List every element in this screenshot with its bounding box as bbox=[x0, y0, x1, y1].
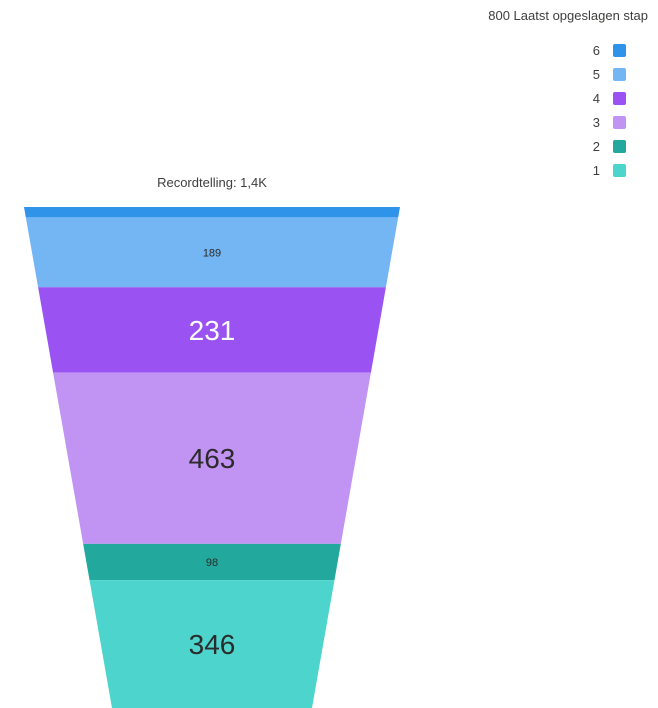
legend-swatch bbox=[613, 164, 626, 177]
funnel-segment-4[interactable] bbox=[38, 287, 386, 373]
data-label-5: 189 bbox=[203, 247, 221, 259]
legend-swatch bbox=[613, 68, 626, 81]
legend-label: 4 bbox=[593, 91, 600, 106]
data-label-4: 231 bbox=[189, 315, 236, 346]
legend-item-4[interactable]: 4 bbox=[593, 91, 626, 106]
legend-swatch bbox=[613, 92, 626, 105]
legend-item-6[interactable]: 6 bbox=[593, 43, 626, 58]
legend-item-1[interactable]: 1 bbox=[593, 163, 626, 178]
data-label-1: 346 bbox=[189, 629, 236, 660]
legend-label: 1 bbox=[593, 163, 600, 178]
funnel-segment-3[interactable] bbox=[53, 372, 371, 544]
legend-swatch bbox=[613, 116, 626, 129]
legend-item-5[interactable]: 5 bbox=[593, 67, 626, 82]
legend-item-2[interactable]: 2 bbox=[593, 139, 626, 154]
legend-label: 6 bbox=[593, 43, 600, 58]
funnel-segment-1[interactable] bbox=[89, 580, 335, 708]
funnel-segment-6[interactable] bbox=[24, 207, 400, 218]
chart-title: Recordtelling: 1,4K bbox=[157, 175, 267, 190]
legend-label: 5 bbox=[593, 67, 600, 82]
data-label-3: 463 bbox=[189, 443, 236, 474]
legend-swatch bbox=[613, 44, 626, 57]
data-label-2: 98 bbox=[206, 557, 218, 569]
legend-title: 800 Laatst opgeslagen stap bbox=[488, 8, 648, 23]
legend-label: 3 bbox=[593, 115, 600, 130]
legend: 6 5 4 3 2 1 bbox=[593, 43, 626, 178]
funnel-segment-2[interactable] bbox=[83, 543, 341, 581]
funnel-segments: 189 231 463 98 346 bbox=[24, 207, 400, 708]
legend-label: 2 bbox=[593, 139, 600, 154]
legend-swatch bbox=[613, 140, 626, 153]
legend-item-3[interactable]: 3 bbox=[593, 115, 626, 130]
funnel-segment-5[interactable] bbox=[25, 217, 399, 288]
